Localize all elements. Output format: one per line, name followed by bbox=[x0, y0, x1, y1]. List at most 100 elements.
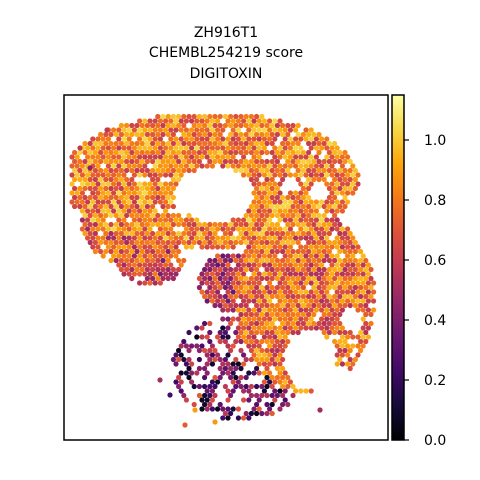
spot-point bbox=[285, 140, 291, 147]
spot-point bbox=[272, 397, 278, 403]
spot-point bbox=[238, 302, 244, 309]
spot-point bbox=[230, 145, 236, 151]
spot-point bbox=[220, 370, 226, 376]
spot-point bbox=[337, 356, 343, 363]
spot-point bbox=[342, 257, 348, 264]
spot-point bbox=[92, 203, 98, 210]
spot-point bbox=[74, 172, 80, 178]
spot-point bbox=[261, 262, 267, 268]
spot-point bbox=[295, 176, 301, 183]
spot-point bbox=[347, 239, 353, 246]
spot-point bbox=[311, 248, 317, 255]
spot-point bbox=[306, 257, 312, 264]
spot-point bbox=[222, 410, 228, 417]
spot-point bbox=[230, 388, 236, 394]
spot-point bbox=[241, 226, 247, 232]
spot-point bbox=[108, 131, 114, 138]
spot-point bbox=[108, 194, 114, 201]
spot-point bbox=[282, 289, 288, 295]
spot-point bbox=[350, 190, 356, 196]
spot-point bbox=[215, 334, 221, 340]
spot-point bbox=[295, 194, 301, 201]
spot-point bbox=[332, 149, 338, 156]
spot-point bbox=[350, 181, 356, 187]
spot-point bbox=[183, 343, 189, 349]
spot-point bbox=[170, 140, 176, 147]
spot-point bbox=[228, 257, 234, 264]
spot-point bbox=[173, 172, 179, 178]
spot-point bbox=[215, 289, 221, 295]
spot-point bbox=[238, 122, 244, 129]
spot-point bbox=[207, 239, 213, 246]
spot-point bbox=[100, 208, 106, 214]
spot-point bbox=[368, 284, 374, 291]
spot-point bbox=[111, 244, 117, 250]
spot-point bbox=[170, 122, 176, 129]
spot-point bbox=[267, 406, 273, 412]
spot-point bbox=[204, 136, 210, 142]
spot-point bbox=[248, 131, 254, 138]
spot-point bbox=[238, 221, 244, 228]
spot-point bbox=[118, 122, 124, 129]
spot-point bbox=[178, 217, 184, 223]
spot-point bbox=[212, 374, 218, 381]
spot-point bbox=[118, 149, 124, 156]
spot-point bbox=[168, 271, 174, 277]
spot-point bbox=[298, 316, 304, 322]
spot-point bbox=[173, 118, 179, 124]
spot-point bbox=[337, 230, 343, 237]
spot-point bbox=[282, 280, 288, 286]
spot-point bbox=[192, 407, 198, 413]
spot-point bbox=[108, 167, 114, 174]
spot-point bbox=[269, 149, 275, 156]
spot-point bbox=[280, 257, 286, 264]
spot-point bbox=[69, 163, 75, 169]
spot-point bbox=[238, 230, 244, 237]
spot-point bbox=[324, 226, 330, 232]
spot-point bbox=[295, 257, 301, 264]
spot-point bbox=[95, 208, 101, 214]
spot-point bbox=[274, 347, 280, 354]
spot-point bbox=[126, 271, 132, 277]
spot-point bbox=[300, 302, 306, 309]
spot-point bbox=[85, 172, 91, 178]
spot-point bbox=[126, 199, 132, 205]
spot-point bbox=[290, 293, 296, 300]
spot-point bbox=[238, 167, 244, 174]
spot-point bbox=[228, 365, 234, 372]
spot-point bbox=[259, 311, 265, 318]
spot-point bbox=[254, 410, 260, 417]
spot-point bbox=[79, 163, 85, 169]
spot-point bbox=[355, 244, 361, 250]
spot-point bbox=[300, 320, 306, 327]
spot-point bbox=[298, 262, 304, 268]
spot-point bbox=[256, 280, 262, 286]
spot-point bbox=[319, 172, 325, 178]
spot-point bbox=[228, 113, 234, 120]
spot-point bbox=[225, 361, 231, 367]
spot-point bbox=[334, 262, 340, 268]
spot-point bbox=[108, 185, 114, 192]
spot-point bbox=[326, 266, 332, 273]
spot-point bbox=[332, 311, 338, 318]
spot-point bbox=[274, 392, 280, 399]
spot-point bbox=[105, 181, 111, 187]
spot-point bbox=[165, 239, 171, 246]
spot-point bbox=[160, 113, 166, 120]
spot-point bbox=[139, 266, 145, 273]
spot-point bbox=[334, 217, 340, 223]
spot-point bbox=[248, 212, 254, 219]
spot-point bbox=[345, 181, 351, 187]
spot-point bbox=[264, 266, 270, 273]
spot-point bbox=[165, 221, 171, 228]
spot-point bbox=[225, 298, 231, 304]
spot-point bbox=[241, 280, 247, 286]
spot-point bbox=[189, 343, 195, 349]
spot-point bbox=[100, 136, 106, 142]
spot-point bbox=[131, 226, 137, 232]
spot-point bbox=[261, 307, 267, 313]
spot-point bbox=[95, 154, 101, 160]
spot-point bbox=[358, 284, 364, 291]
spot-point bbox=[181, 113, 187, 120]
spot-point bbox=[248, 122, 254, 129]
